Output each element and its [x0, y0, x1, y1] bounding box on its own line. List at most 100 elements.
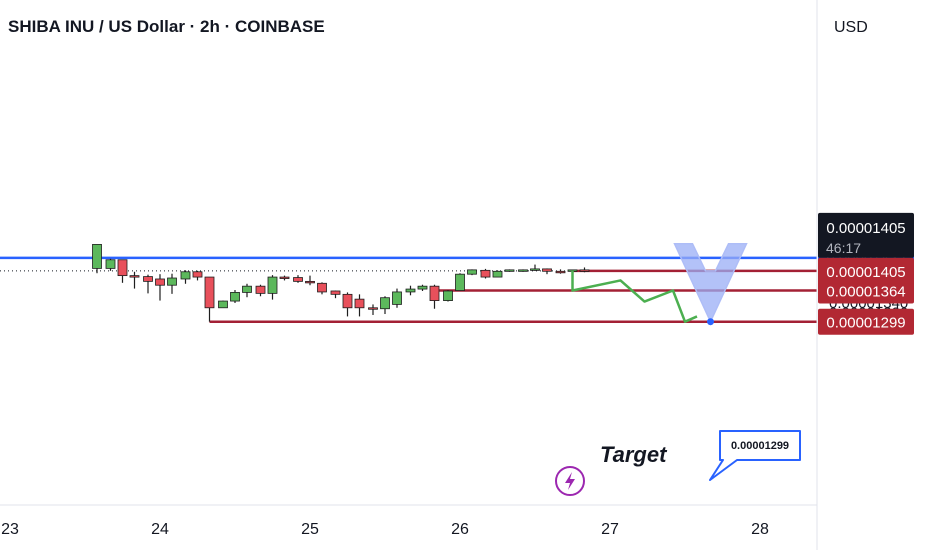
badge-support-bg — [818, 277, 914, 304]
badge-countdown-timer: 46:17 — [826, 240, 861, 256]
alert-marker[interactable] — [555, 466, 585, 496]
candle-body — [492, 270, 503, 278]
candle-body — [455, 273, 465, 291]
candle — [530, 264, 540, 271]
candle — [443, 290, 453, 302]
candle — [255, 284, 266, 297]
candle-body — [429, 285, 440, 301]
candle-body — [392, 291, 402, 305]
badge-current-text: 0.00001405 — [826, 264, 905, 281]
candle-body — [405, 288, 416, 293]
candle — [392, 288, 402, 308]
candle-body — [555, 270, 566, 274]
candle — [417, 284, 428, 291]
target-label: Target — [600, 442, 668, 467]
candle-body — [230, 292, 240, 302]
candle-body — [518, 269, 528, 272]
candle — [230, 290, 240, 303]
candle-body — [467, 269, 477, 275]
candle-body — [542, 268, 552, 272]
candle — [354, 294, 365, 317]
candle — [455, 273, 465, 291]
candle-body — [342, 293, 353, 309]
target-arrow — [673, 242, 748, 324]
candle — [380, 296, 390, 315]
candle — [504, 269, 515, 272]
candle — [555, 269, 566, 274]
candle — [279, 275, 290, 281]
badge-countdown-bg — [818, 212, 914, 258]
badge-current-bg — [818, 257, 914, 284]
candle — [192, 270, 203, 281]
candle — [368, 304, 378, 315]
candle — [180, 270, 191, 284]
candle — [155, 274, 165, 301]
candle-body — [218, 300, 228, 309]
candle — [267, 275, 278, 300]
candle-body — [368, 307, 378, 310]
candle-body — [530, 268, 540, 271]
x-tick-label: 27 — [601, 521, 619, 538]
target-point — [707, 318, 714, 326]
candle-body — [117, 259, 128, 277]
candle-body — [480, 269, 491, 278]
currency-label: USD — [834, 19, 868, 36]
candle-body — [242, 285, 252, 293]
candle — [518, 269, 528, 272]
candle-body — [255, 285, 266, 294]
candle — [542, 268, 552, 275]
candle — [92, 244, 102, 274]
time-axis[interactable]: 23 24 25 26 27 28 — [0, 504, 817, 538]
candle — [579, 267, 590, 273]
candle — [129, 271, 140, 289]
candle-body — [380, 297, 390, 310]
candle — [492, 270, 503, 278]
candle — [167, 273, 177, 294]
x-tick-label: 23 — [1, 521, 19, 538]
candle-body — [105, 259, 116, 269]
lightning-icon — [565, 472, 575, 490]
candle-body — [279, 276, 290, 279]
candle-body — [204, 276, 215, 309]
x-tick-label: 28 — [751, 521, 769, 538]
candle-body — [504, 269, 515, 272]
candle — [330, 290, 341, 299]
candle — [242, 283, 252, 298]
candle-body — [317, 282, 327, 293]
callout-box[interactable]: 0.00001299 — [709, 430, 801, 481]
callout-value: 0.00001299 — [731, 440, 789, 452]
candle-body — [354, 298, 365, 309]
candle-body — [143, 276, 153, 282]
badge-support-text: 0.00001364 — [826, 284, 905, 301]
candle-body — [155, 278, 165, 286]
candles-layer — [92, 244, 590, 322]
candle — [429, 284, 440, 309]
candle — [117, 259, 128, 283]
projection-line — [571, 270, 698, 323]
candle-body — [192, 271, 203, 278]
candle-body — [417, 285, 428, 290]
candle — [143, 274, 153, 294]
candle — [105, 258, 116, 271]
target-label-group: Target — [600, 442, 668, 467]
candle-body — [267, 276, 278, 294]
candle — [305, 275, 315, 286]
candle — [405, 285, 416, 296]
candle-body — [305, 280, 315, 284]
callout-shape — [709, 430, 801, 481]
candle-body — [92, 244, 102, 269]
candle-body — [330, 290, 341, 295]
x-tick-label: 25 — [301, 521, 319, 538]
x-tick-label: 24 — [151, 521, 169, 538]
candle — [342, 292, 353, 317]
badge-target-bg — [818, 308, 914, 335]
candle — [204, 276, 215, 322]
candle — [317, 282, 327, 295]
projection-layer — [571, 242, 748, 326]
candle-body — [129, 275, 140, 278]
candle-body — [579, 269, 590, 272]
candle-body — [180, 271, 191, 280]
chart-title: SHIBA INU / US Dollar · 2h · COINBASE — [8, 17, 325, 36]
candle-body — [167, 277, 177, 286]
